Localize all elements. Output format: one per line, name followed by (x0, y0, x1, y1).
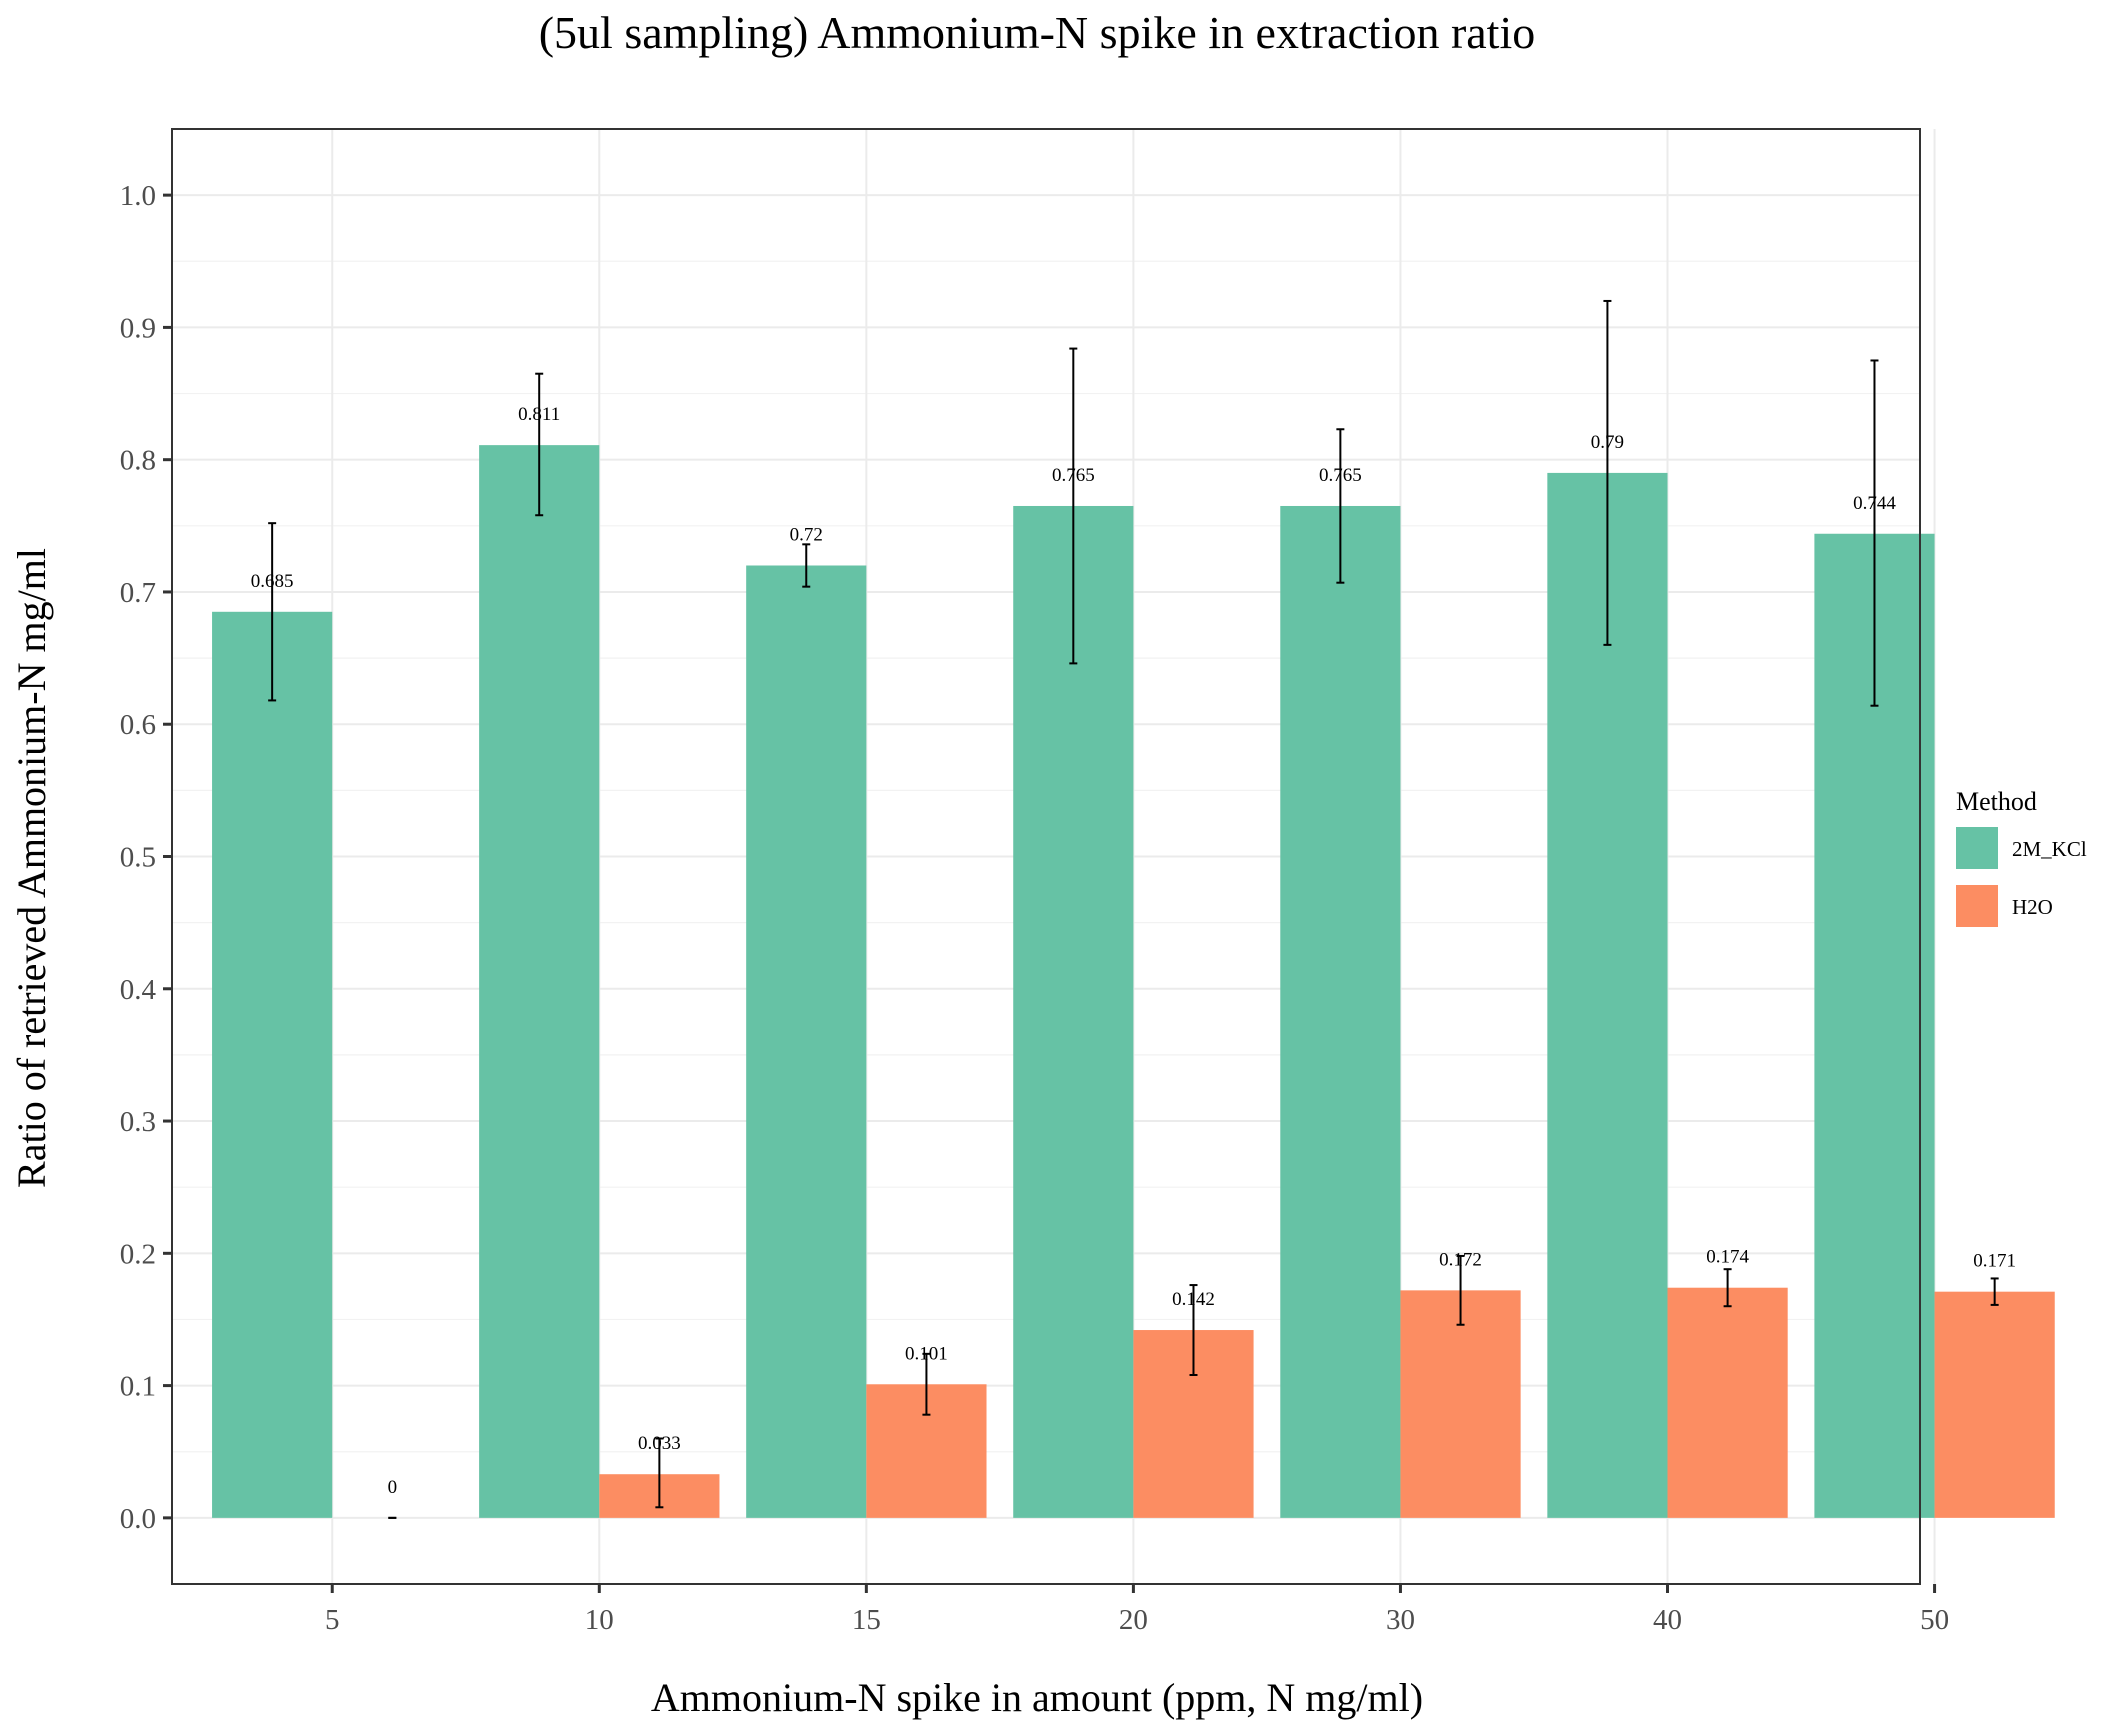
data-label-2m-kcl: 0.765 (1052, 465, 1095, 486)
errorbar-2m-kcl (1069, 347, 1078, 665)
errorbar-h2o (1990, 1277, 1999, 1306)
data-label-h2o: 0.174 (1706, 1247, 1749, 1268)
x-tick-label: 40 (1653, 1604, 1682, 1636)
x-tick-label: 20 (1119, 1604, 1148, 1636)
y-tick-label: 0.0 (120, 1503, 156, 1535)
x-tick-label: 15 (852, 1604, 881, 1636)
bar-h2o (1667, 1287, 1788, 1518)
data-label-2m-kcl: 0.811 (518, 404, 560, 425)
errorbar-2m-kcl (1870, 359, 1879, 707)
data-labels: 0.685 0.811 0.72 0.765 0.765 0.79 0.744 0 0.033 0… (251, 404, 2016, 1498)
y-tick-label: 0.1 (120, 1371, 156, 1403)
x-tick-label: 50 (1920, 1604, 1949, 1636)
bar-2m-kcl (479, 445, 600, 1518)
legend-title: Method (1956, 787, 2037, 816)
data-label-2m-kcl: 0.765 (1319, 465, 1362, 486)
errorbar-2m-kcl (1603, 299, 1612, 646)
y-tick-label: 0.8 (120, 445, 156, 477)
errorbar-2m-kcl (535, 372, 544, 517)
y-tick-label: 0.4 (120, 974, 157, 1006)
errorbar-h2o (1723, 1268, 1732, 1308)
errorbar-2m-kcl (1336, 428, 1345, 584)
errorbar-2m-kcl (268, 522, 277, 702)
legend-key-h2o (1956, 885, 1998, 927)
data-label-2m-kcl: 0.72 (790, 525, 823, 546)
bars (212, 445, 2055, 1518)
data-label-2m-kcl: 0.744 (1853, 493, 1896, 514)
data-label-h2o: 0.172 (1439, 1249, 1482, 1270)
data-label-h2o: 0 (388, 1477, 398, 1498)
errorbar-h2o (1456, 1254, 1465, 1326)
bar-2m-kcl (212, 611, 333, 1518)
y-tick-label: 0.3 (120, 1106, 156, 1138)
data-label-2m-kcl: 0.685 (251, 571, 294, 592)
errorbar-h2o (655, 1437, 664, 1509)
y-axis: 0.0 0.1 0.2 0.3 0.4 0.5 0.6 0.7 0.8 0.9 1.0 (120, 180, 172, 1535)
data-label-h2o: 0.101 (905, 1343, 948, 1364)
legend: Method 2M_KCl H2O (1956, 787, 2087, 927)
x-axis-label: Ammonium-N spike in amount (ppm, N mg/ml… (651, 1675, 1423, 1720)
data-label-h2o: 0.171 (1973, 1251, 2016, 1272)
x-tick-label: 10 (585, 1604, 614, 1636)
error-bars (268, 299, 1999, 1519)
x-tick-label: 30 (1386, 1604, 1415, 1636)
y-axis-label: Ratio of retrieved Ammonium-N mg/ml (9, 548, 54, 1188)
y-tick-label: 0.9 (120, 312, 156, 344)
errorbar-h2o (922, 1352, 931, 1416)
x-tick-label: 5 (325, 1604, 340, 1636)
legend-label-h2o: H2O (2012, 895, 2053, 919)
legend-label-2m-kcl: 2M_KCl (2012, 837, 2087, 861)
errorbar-h2o (1189, 1284, 1198, 1377)
data-label-h2o: 0.033 (638, 1433, 681, 1454)
y-tick-label: 0.2 (120, 1238, 156, 1270)
data-label-h2o: 0.142 (1172, 1289, 1215, 1310)
y-tick-label: 0.5 (120, 842, 156, 874)
bar-2m-kcl (1547, 472, 1668, 1518)
data-label-2m-kcl: 0.79 (1591, 432, 1624, 453)
bar-h2o (1400, 1290, 1521, 1518)
x-axis: 5 10 15 20 30 40 50 (325, 1584, 1949, 1636)
bar-h2o (1934, 1291, 2055, 1518)
chart-title: (5ul sampling) Ammonium-N spike in extra… (539, 7, 1536, 58)
y-tick-label: 0.6 (120, 709, 156, 741)
bar-2m-kcl (1013, 505, 1134, 1518)
bar-2m-kcl (746, 565, 867, 1518)
y-tick-label: 0.7 (120, 577, 156, 609)
errorbar-2m-kcl (802, 543, 811, 588)
bar-2m-kcl (1280, 505, 1401, 1518)
y-tick-label: 1.0 (120, 180, 156, 212)
legend-key-2m-kcl (1956, 827, 1998, 869)
